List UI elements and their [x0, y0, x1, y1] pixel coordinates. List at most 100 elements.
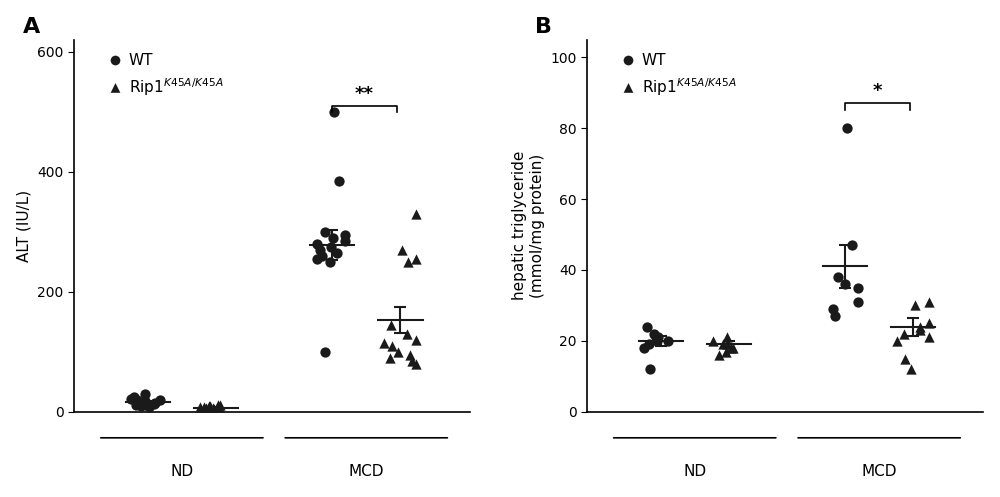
- Text: ND: ND: [683, 464, 706, 479]
- Point: [331, 177, 347, 185]
- Point: [897, 355, 913, 363]
- Point: [402, 351, 418, 359]
- Point: [129, 396, 145, 404]
- Point: [317, 228, 333, 236]
- Point: [649, 337, 665, 345]
- Point: [212, 406, 228, 414]
- Point: [825, 305, 841, 313]
- Point: [312, 246, 328, 253]
- Point: [141, 403, 157, 411]
- Point: [152, 397, 168, 405]
- Point: [921, 319, 937, 327]
- Point: [903, 365, 919, 373]
- Point: [384, 342, 400, 350]
- Point: [130, 398, 146, 406]
- Point: [314, 251, 330, 259]
- Point: [337, 237, 353, 245]
- Point: [839, 124, 855, 132]
- Point: [198, 404, 214, 412]
- Point: [135, 398, 151, 406]
- Point: [202, 402, 218, 410]
- Point: [896, 330, 912, 338]
- Point: [400, 258, 416, 266]
- Point: [205, 404, 221, 412]
- Point: [137, 390, 153, 398]
- Point: [648, 333, 664, 341]
- Point: [209, 404, 225, 412]
- Point: [404, 357, 420, 365]
- Point: [376, 339, 392, 347]
- Point: [383, 321, 399, 329]
- Point: [382, 354, 398, 362]
- Point: [196, 403, 212, 411]
- Point: [639, 323, 655, 331]
- Legend: WT, Rip1$^{K45A/K45A}$: WT, Rip1$^{K45A/K45A}$: [614, 47, 743, 104]
- Y-axis label: ALT (IU/L): ALT (IU/L): [17, 190, 32, 262]
- Point: [827, 312, 843, 320]
- Point: [126, 393, 142, 401]
- Point: [719, 340, 735, 348]
- Point: [715, 340, 731, 348]
- Point: [137, 397, 153, 405]
- Y-axis label: hepatic triglyceride
(mmol/mg protein): hepatic triglyceride (mmol/mg protein): [512, 151, 545, 300]
- Point: [725, 344, 741, 352]
- Point: [830, 273, 846, 281]
- Point: [636, 344, 652, 352]
- Point: [408, 210, 424, 218]
- Point: [390, 348, 406, 356]
- Point: [210, 401, 226, 409]
- Point: [646, 330, 662, 338]
- Point: [921, 333, 937, 341]
- Text: MCD: MCD: [349, 464, 384, 479]
- Point: [650, 333, 666, 341]
- Point: [317, 348, 333, 356]
- Point: [323, 243, 339, 250]
- Point: [337, 231, 353, 239]
- Text: ND: ND: [170, 464, 193, 479]
- Point: [711, 351, 727, 359]
- Point: [718, 347, 734, 355]
- Point: [206, 406, 222, 414]
- Point: [642, 365, 658, 373]
- Legend: WT, Rip1$^{K45A/K45A}$: WT, Rip1$^{K45A/K45A}$: [101, 47, 230, 104]
- Point: [921, 298, 937, 306]
- Text: A: A: [22, 17, 40, 37]
- Point: [912, 323, 928, 331]
- Point: [408, 336, 424, 344]
- Point: [201, 403, 217, 411]
- Point: [206, 405, 222, 413]
- Point: [325, 234, 341, 242]
- Point: [326, 108, 342, 116]
- Text: **: **: [355, 84, 374, 103]
- Point: [408, 360, 424, 368]
- Point: [889, 337, 905, 345]
- Text: MCD: MCD: [861, 464, 897, 479]
- Point: [329, 248, 345, 256]
- Point: [641, 340, 657, 348]
- Point: [399, 330, 415, 337]
- Point: [837, 280, 853, 288]
- Point: [309, 240, 325, 248]
- Point: [133, 402, 149, 410]
- Point: [136, 400, 152, 408]
- Point: [192, 403, 208, 411]
- Text: *: *: [873, 83, 882, 100]
- Point: [705, 337, 721, 345]
- Point: [660, 337, 676, 345]
- Point: [146, 400, 162, 408]
- Point: [719, 333, 735, 341]
- Point: [128, 401, 144, 409]
- Text: B: B: [535, 17, 552, 37]
- Point: [123, 395, 139, 403]
- Point: [844, 241, 860, 249]
- Point: [309, 255, 325, 263]
- Point: [907, 302, 923, 310]
- Point: [912, 326, 928, 334]
- Point: [850, 284, 866, 292]
- Point: [408, 255, 424, 263]
- Point: [322, 258, 338, 266]
- Point: [200, 407, 216, 414]
- Point: [723, 344, 739, 352]
- Point: [850, 298, 866, 306]
- Point: [394, 246, 410, 253]
